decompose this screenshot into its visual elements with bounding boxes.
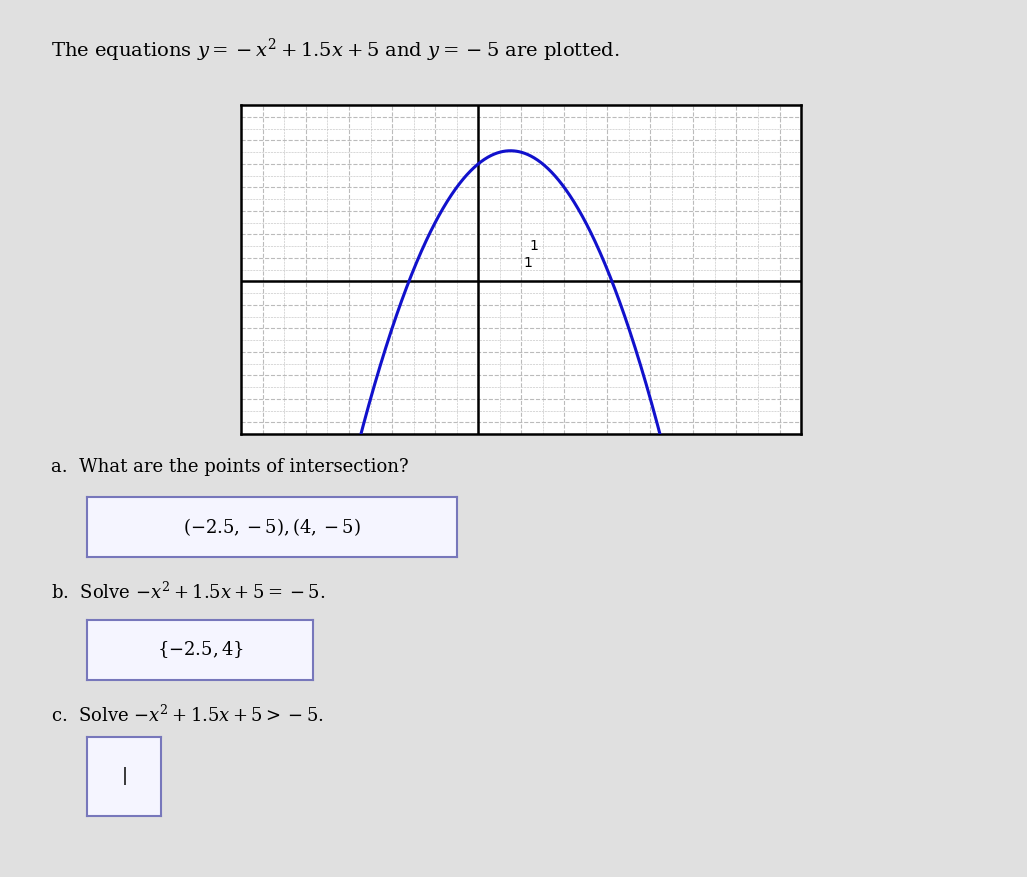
Text: b.  Solve $-x^2+1.5x+5=-5$.: b. Solve $-x^2+1.5x+5=-5$. [51, 581, 326, 602]
Text: $\{-2.5,4\}$: $\{-2.5,4\}$ [157, 639, 243, 660]
Text: 1: 1 [530, 239, 539, 253]
Text: 1: 1 [524, 256, 532, 270]
Text: a.  What are the points of intersection?: a. What are the points of intersection? [51, 458, 409, 475]
Text: |: | [121, 767, 127, 785]
Text: c.  Solve $-x^2+1.5x+5>-5$.: c. Solve $-x^2+1.5x+5>-5$. [51, 704, 325, 725]
Text: $(-2.5,-5),(4,-5)$: $(-2.5,-5),(4,-5)$ [183, 517, 362, 538]
Text: The equations $y=-x^2+1.5x+5$ and $y=-5$ are plotted.: The equations $y=-x^2+1.5x+5$ and $y=-5$… [51, 37, 620, 65]
